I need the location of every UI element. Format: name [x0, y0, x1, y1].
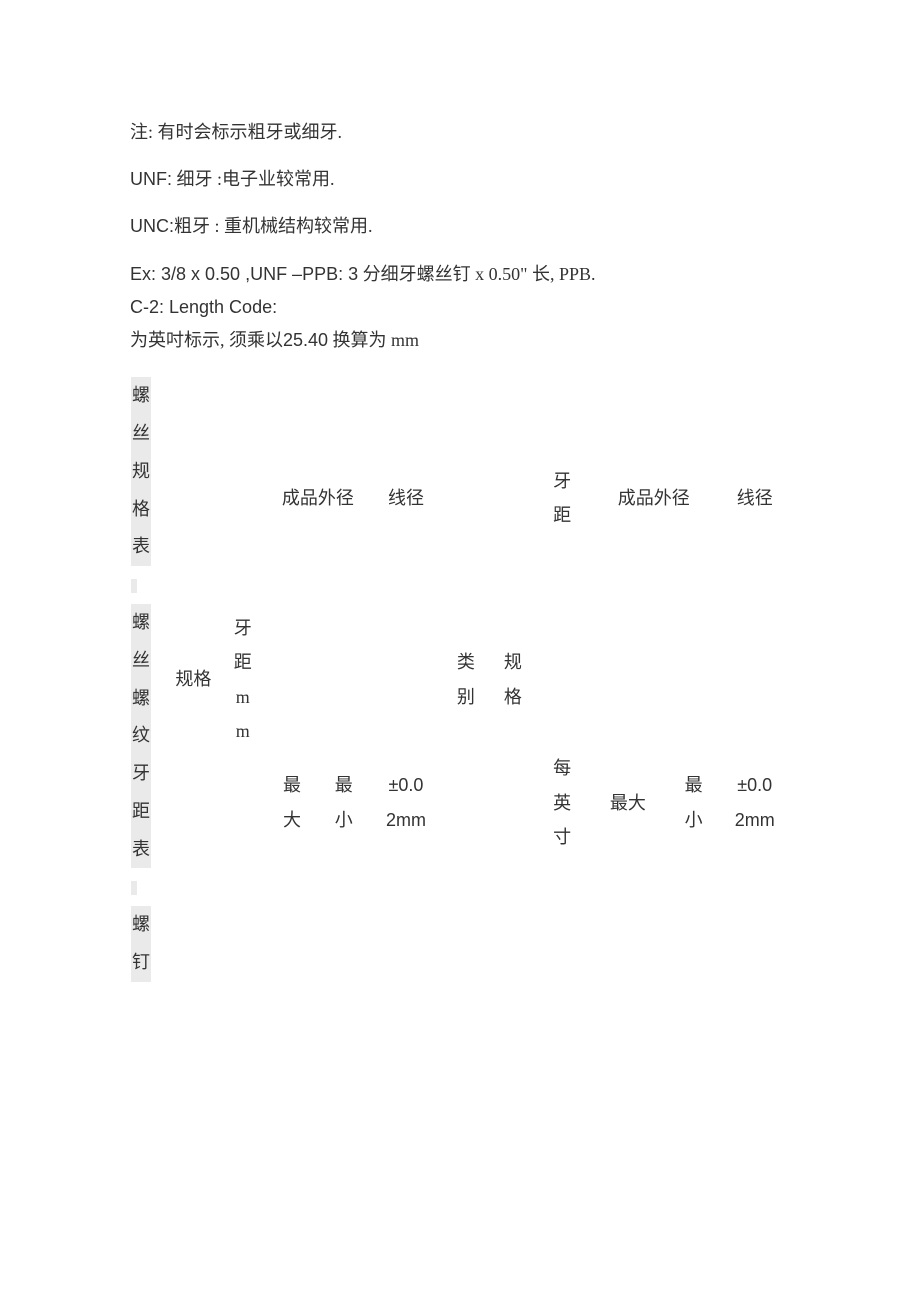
hdr-chengpin-1-text: 成品外径: [282, 488, 354, 508]
hdr-guige2-stack: 规格: [490, 645, 535, 713]
hdr-zuixiao-1: 最小: [318, 621, 370, 984]
hdr-xianjing-1-text: 线径: [388, 488, 424, 508]
hdr-chengpin-2: 成品外径: [588, 375, 720, 621]
conv-a: 为英吋标示, 须乘以: [130, 330, 283, 350]
conv-b: 25.40: [283, 330, 328, 350]
hdr-guige: 规格: [168, 375, 220, 984]
table-header-row-1: 螺丝规格表螺丝螺纹牙距表螺钉 规格 牙距mm 成品外径 线径 类别 规格 牙距 …: [130, 375, 790, 621]
conv-c: 换算为 mm: [328, 330, 419, 350]
note-paragraph: 注: 有时会标示粗牙或细牙.: [130, 120, 790, 145]
unc-text: 粗牙 : 重机械结构较常用.: [174, 216, 373, 236]
hdr-leibie-stack: 类别: [443, 645, 488, 713]
unf-paragraph: UNF: 细牙 :电子业较常用.: [130, 167, 790, 192]
hdr-xianjing-2: 线径: [719, 375, 790, 621]
hdr-zuixiao-1-stack: 最小: [319, 768, 369, 836]
hdr-tol-1: ±0.02mm: [370, 621, 443, 984]
unc-paragraph: UNC:粗牙 : 重机械结构较常用.: [130, 214, 790, 239]
hdr-yaju-top-stack: 牙距: [537, 464, 587, 532]
hdr-guige2: 规格: [489, 375, 536, 984]
spec-table-wrap: 螺丝规格表螺丝螺纹牙距表螺钉 规格 牙距mm 成品外径 线径 类别 规格 牙距 …: [130, 375, 790, 984]
length-code-paragraph: C-2: Length Code:: [130, 295, 790, 320]
side-title-vertical: 螺丝规格表螺丝螺纹牙距表螺钉: [131, 377, 151, 982]
example-rest: 分细牙螺丝钉 x 0.50" 长, PPB.: [358, 264, 595, 284]
hdr-leibie: 类别: [442, 375, 489, 984]
hdr-chengpin-1: 成品外径: [266, 375, 369, 621]
hdr-zuixiao-2: 最小: [668, 621, 720, 984]
hdr-zuida-1: 最大: [266, 621, 318, 984]
side-title-cell: 螺丝规格表螺丝螺纹牙距表螺钉: [130, 375, 168, 984]
spec-table: 螺丝规格表螺丝螺纹牙距表螺钉 规格 牙距mm 成品外径 线径 类别 规格 牙距 …: [130, 375, 790, 984]
hdr-meiyingcun: 每英寸: [536, 621, 588, 984]
example-prefix: Ex: 3/8 x 0.50 ,UNF –PPB: 3: [130, 264, 358, 284]
hdr-meiyingcun-stack: 每英寸: [537, 751, 587, 854]
hdr-yaju-top: 牙距: [536, 375, 588, 621]
hdr-yaju-mm-stack: 牙距mm: [220, 611, 265, 748]
note-text: 注: 有时会标示粗牙或细牙.: [130, 122, 342, 142]
hdr-zuixiao-2-stack: 最小: [669, 768, 719, 836]
unf-label: UNF:: [130, 169, 172, 189]
length-code-text: C-2: Length Code:: [130, 297, 277, 317]
hdr-yaju-mm: 牙距mm: [219, 375, 266, 984]
hdr-guige-text: 规格: [175, 669, 211, 689]
unf-text: 细牙 :电子业较常用.: [172, 169, 335, 189]
hdr-zuida-1-stack: 最大: [267, 768, 317, 836]
hdr-zuida-2-text: 最大: [610, 793, 646, 813]
hdr-tol-2: ±0.02mm: [719, 621, 790, 984]
conversion-paragraph: 为英吋标示, 须乘以25.40 换算为 mm: [130, 328, 790, 353]
hdr-chengpin-2-text: 成品外径: [618, 488, 690, 508]
example-paragraph: Ex: 3/8 x 0.50 ,UNF –PPB: 3 分细牙螺丝钉 x 0.5…: [130, 262, 790, 287]
hdr-tol-1-stack: ±0.02mm: [371, 768, 442, 836]
hdr-xianjing-1: 线径: [370, 375, 443, 621]
hdr-tol-2-stack: ±0.02mm: [720, 768, 789, 836]
hdr-xianjing-2-text: 线径: [737, 488, 773, 508]
hdr-zuida-2: 最大: [588, 621, 668, 984]
unc-label: UNC:: [130, 216, 174, 236]
